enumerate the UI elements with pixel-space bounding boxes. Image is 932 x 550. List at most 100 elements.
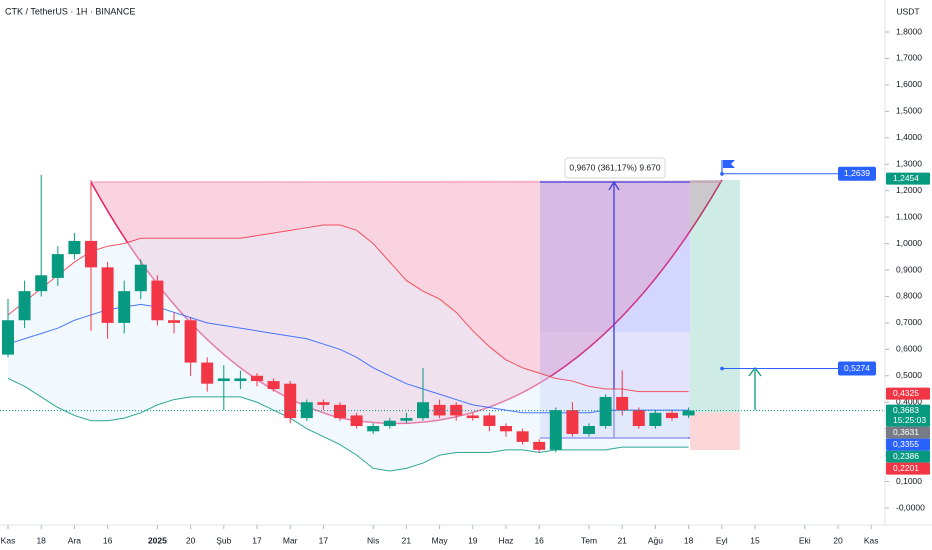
measure-label-box: [564, 157, 666, 179]
x-tick-label: Nis: [367, 535, 379, 545]
y-tick-label: 1,8000: [896, 26, 922, 36]
candle-body: [51, 254, 64, 278]
x-tick-label: 20: [186, 535, 196, 545]
candle-body: [466, 415, 479, 419]
y-tick-label: 1,7000: [896, 53, 922, 63]
stop-zone: [690, 412, 740, 450]
candle-body: [649, 412, 662, 427]
candle-body: [2, 320, 14, 355]
price-label-box: [886, 462, 930, 475]
cup-curve: [90, 179, 723, 425]
ray-label: 0,5274: [844, 363, 870, 373]
band-fill: [8, 225, 689, 471]
ray-label-box: [838, 361, 876, 376]
candle-body: [516, 431, 529, 442]
y-tick-label: 0,6000: [896, 344, 922, 354]
candle-body: [433, 404, 446, 416]
x-tick-label: Mar: [283, 535, 298, 545]
measure-label: 0,9670 (361,17%) 9.670: [569, 162, 660, 172]
flag: [723, 160, 735, 168]
candle-body: [666, 412, 678, 419]
price-label: 0,2201: [893, 463, 919, 473]
candle-body: [334, 404, 346, 419]
x-tick-label: Eki: [799, 535, 811, 545]
price-label-sub: 15:25:03: [893, 415, 926, 425]
x-tick-label: Eyl: [716, 535, 728, 545]
chart-title: CTK / TetherUS · 1H · BINANCE: [5, 6, 135, 16]
candle-body: [284, 383, 297, 419]
y-tick-label: 0,5000: [896, 370, 922, 380]
candle-body: [201, 362, 214, 384]
candle-body: [483, 415, 496, 427]
price-label: 0,3631: [893, 427, 919, 437]
drawings: [90, 160, 762, 450]
chart-layer: 1,8000 1,7000 1,6000 1,5000 1,4000 1,3000 1,20…: [0, 26, 930, 545]
price-label-box: [886, 172, 930, 185]
band-line: [7, 224, 689, 393]
price-label: 0,2386: [893, 451, 919, 461]
candle-body: [151, 280, 164, 321]
candle-body: [583, 426, 595, 434]
candle-body: [251, 375, 263, 382]
x-tick-label: 21: [617, 535, 627, 545]
y-tick-label: -0,0000: [896, 502, 925, 512]
y-tick-label: 1,2000: [896, 185, 922, 195]
candle-body: [101, 267, 114, 323]
candle-body: [566, 410, 579, 434]
x-tick-label: 21: [402, 535, 412, 545]
x-tick-label: 16: [103, 535, 113, 545]
x-tick-label: Tem: [581, 535, 597, 545]
measure-box: [540, 182, 690, 438]
x-tick-label: Ara: [68, 535, 82, 545]
y-axis-label: USDT: [896, 6, 919, 16]
price-label-box: [886, 426, 930, 439]
x-tick-label: 15: [750, 535, 760, 545]
candle-body: [400, 418, 413, 421]
price-label-box: [886, 450, 930, 463]
candle-body: [68, 240, 81, 255]
y-tick-label: 1,1000: [896, 211, 922, 221]
candle-body: [267, 381, 280, 389]
x-tick-label: Şub: [216, 535, 231, 545]
price-label: 0,3355: [893, 439, 919, 449]
y-tick-label: 1,4000: [896, 132, 922, 142]
candle-body: [118, 291, 131, 323]
candle-body: [85, 240, 97, 268]
candle-body: [18, 291, 31, 321]
cup-fill: [91, 180, 722, 424]
x-tick-label: 17: [319, 535, 329, 545]
x-tick-label: 20: [833, 535, 843, 545]
ray-anchor: [720, 171, 724, 176]
candle-body: [383, 420, 396, 427]
x-tick-label: Kas: [864, 535, 879, 545]
y-tick-label: 0,4000: [896, 396, 922, 406]
candle-body: [217, 378, 230, 382]
price-label-box: [886, 404, 930, 427]
candle-body: [632, 410, 645, 427]
price-label: 1,2454: [893, 173, 919, 183]
y-tick-label: 0,9000: [896, 264, 922, 274]
candle-body: [234, 378, 247, 382]
x-tick-label: 2025: [148, 535, 167, 545]
up-arrow-head: [748, 366, 762, 377]
x-tick-label: 17: [252, 535, 262, 545]
x-tick-label: May: [432, 535, 449, 545]
candle-body: [616, 396, 629, 411]
candle-body: [317, 402, 330, 405]
price-label: 0,4325: [893, 388, 919, 398]
y-tick-label: 1,3000: [896, 158, 922, 168]
ray-label: 1,2639: [844, 168, 870, 178]
y-tick-label: 0,1000: [896, 476, 922, 486]
target-zone: [690, 180, 740, 412]
x-tick-label: Kas: [1, 535, 16, 545]
x-tick-label: 16: [534, 535, 544, 545]
candle-body: [549, 410, 562, 450]
candle-body: [500, 426, 512, 432]
x-tick-label: 19: [468, 535, 478, 545]
price-label-box: [886, 387, 930, 400]
price-label: 0,3683: [893, 405, 919, 415]
candle-body: [184, 320, 197, 363]
y-tick-label: 0,8000: [896, 291, 922, 301]
x-tick-label: 18: [684, 535, 694, 545]
